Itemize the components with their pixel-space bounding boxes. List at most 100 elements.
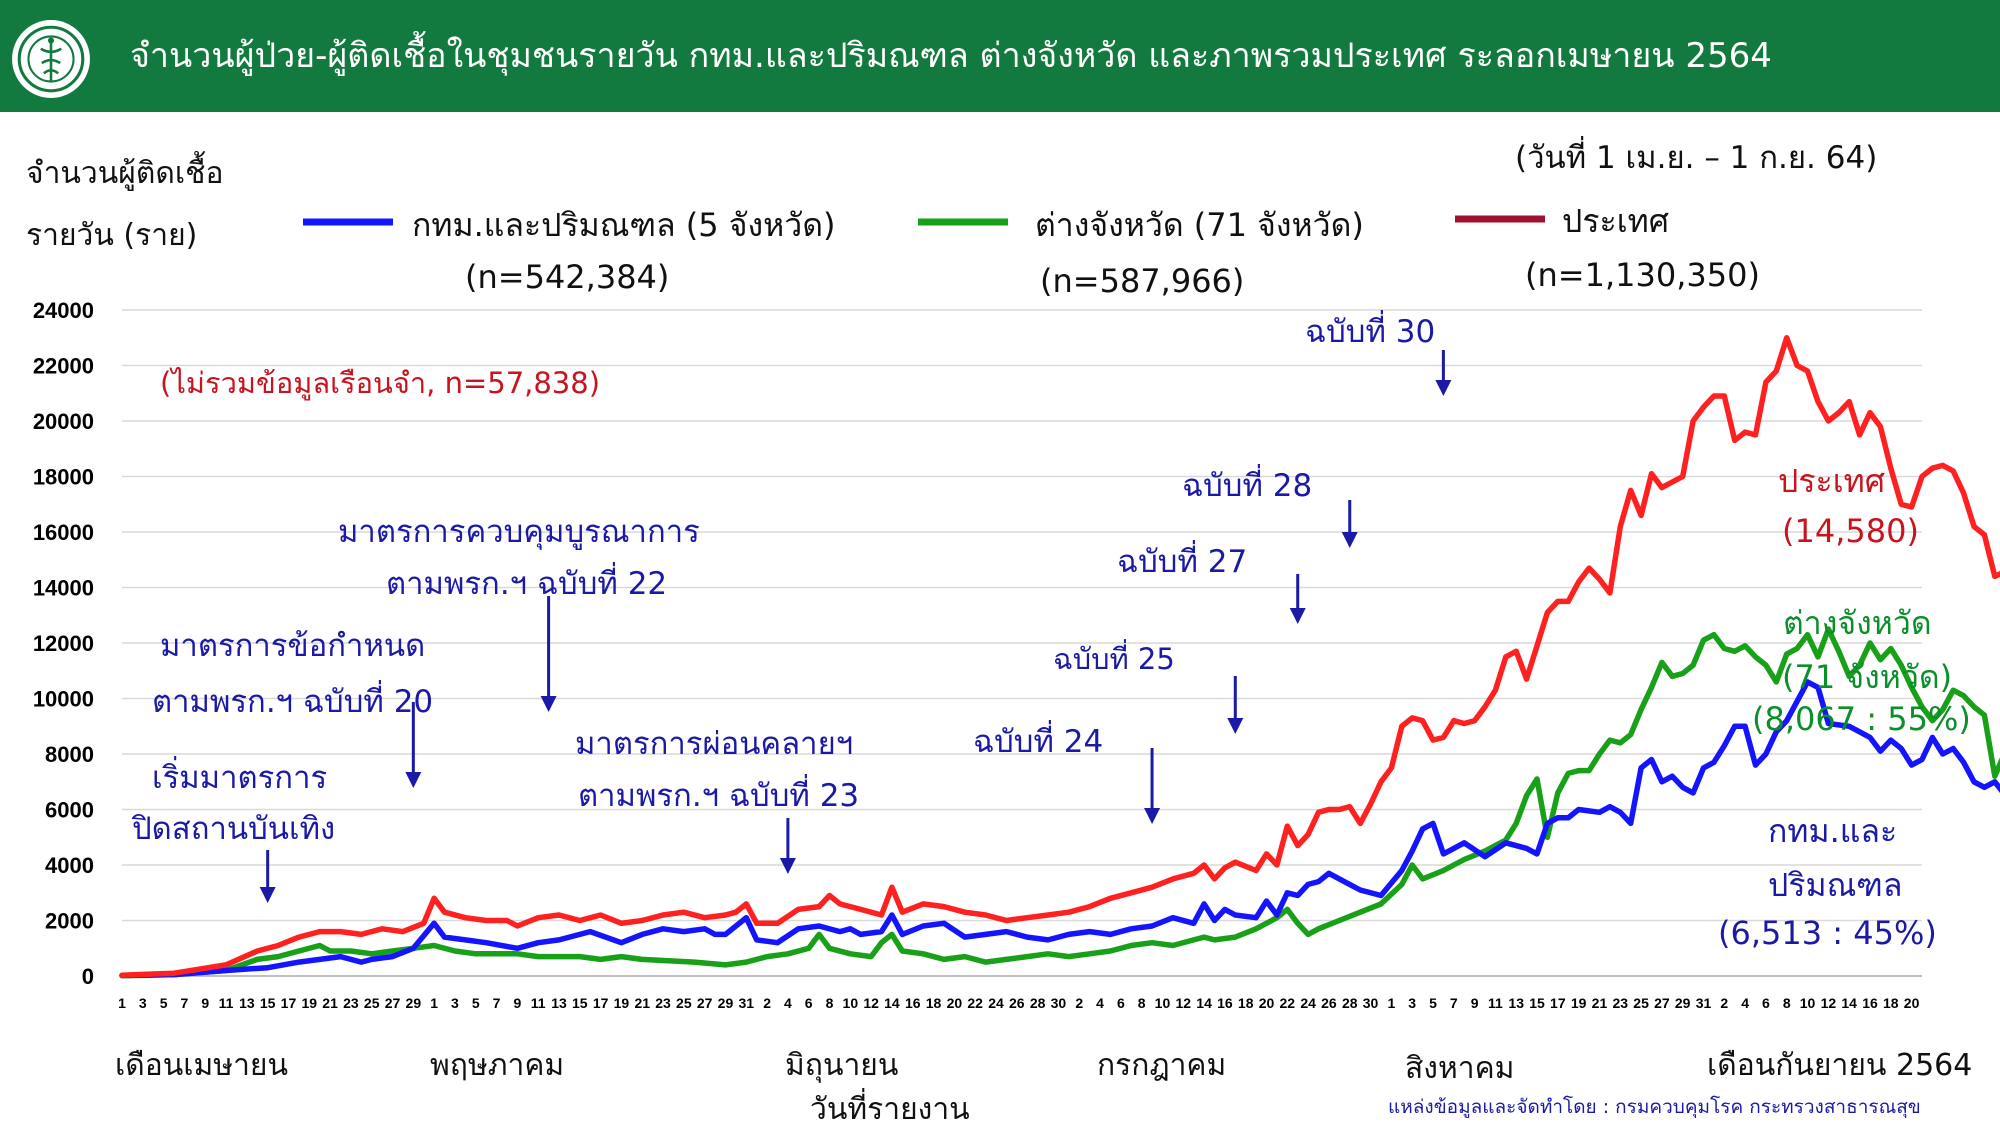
- annotation-arrow-head: [259, 887, 276, 903]
- x-tick-label: 17: [1550, 995, 1566, 1011]
- annotation-arrow-head: [1144, 808, 1161, 824]
- y-tick-label: 2000: [45, 909, 94, 934]
- x-tick-label: 8: [826, 995, 834, 1011]
- y-tick-label: 14000: [33, 576, 94, 601]
- y-tick-label: 18000: [33, 465, 94, 490]
- x-tick-label: 3: [1408, 995, 1416, 1011]
- x-tick-label: 25: [364, 995, 380, 1011]
- x-tick-label: 5: [472, 995, 480, 1011]
- x-tick-label: 16: [1862, 995, 1878, 1011]
- x-tick-label: 5: [160, 995, 168, 1011]
- x-tick-label: 2: [1075, 995, 1083, 1011]
- x-tick-label: 20: [1259, 995, 1275, 1011]
- y-tick-label: 10000: [33, 687, 94, 712]
- legend-swatches: [303, 215, 1545, 226]
- annotation-arrow-head: [1227, 718, 1244, 734]
- x-tick-label: 14: [1841, 995, 1857, 1011]
- x-tick-label: 10: [1800, 995, 1816, 1011]
- annotation-1-line2: ปิดสถานบันเทิง: [132, 811, 336, 847]
- x-tick-label: 31: [1696, 995, 1712, 1011]
- annotation-6: ฉบับที่ 25: [1053, 642, 1175, 676]
- x-tick-label: 18: [1238, 995, 1254, 1011]
- annotation-arrow-head: [1435, 380, 1452, 396]
- annotation-3-line1: มาตรการควบคุมบูรณาการ: [338, 514, 700, 550]
- y-tick-label: 22000: [33, 354, 94, 379]
- end-label-country: ประเทศ: [1778, 462, 1886, 500]
- x-tick-label: 13: [239, 995, 255, 1011]
- legend-n-bangkok: (n=542,384): [465, 258, 670, 296]
- x-tick-label: 26: [1009, 995, 1025, 1011]
- x-tick-label: 17: [593, 995, 609, 1011]
- x-tick-label: 19: [614, 995, 630, 1011]
- x-tick-label: 8: [1783, 995, 1791, 1011]
- x-tick-label: 3: [451, 995, 459, 1011]
- x-tick-label: 27: [697, 995, 713, 1011]
- x-tick-label: 29: [1675, 995, 1691, 1011]
- annotation-1-line1: เริ่มมาตรการ: [152, 760, 328, 796]
- x-tick-label: 28: [1030, 995, 1046, 1011]
- x-tick-label: 9: [513, 995, 521, 1011]
- x-tick-label: 18: [1883, 995, 1899, 1011]
- x-tick-label: 20: [947, 995, 963, 1011]
- series-line-bangkok: [119, 679, 2000, 979]
- month-label-june: มิถุนายน: [785, 1048, 899, 1083]
- annotation-2-line1: มาตรการข้อกำหนด: [160, 628, 426, 664]
- x-tick-label: 23: [343, 995, 359, 1011]
- y-axis-label-line2: รายวัน (ราย): [26, 218, 198, 253]
- end-label-provinces: ต่างจังหวัด: [1783, 604, 1932, 642]
- month-label-april: เดือนเมษายน: [115, 1048, 288, 1083]
- x-tick-label: 24: [1300, 995, 1316, 1011]
- ministry-seal-icon: [12, 20, 90, 98]
- x-axis-ticks: 1 3 5 7 9 11 13 15 17 19 21 23 25 27 29 1 3 5 7 9 11 13 15 17 19…: [118, 995, 1919, 1011]
- x-tick-label: 11: [219, 995, 234, 1011]
- month-label-august: สิงหาคม: [1405, 1051, 1515, 1086]
- x-axis-label: วันที่รายงาน: [810, 1092, 970, 1127]
- annotation-7: ฉบับที่ 27: [1117, 544, 1248, 580]
- x-tick-label: 10: [843, 995, 859, 1011]
- x-tick-label: 4: [1741, 995, 1749, 1011]
- annotation-arrow-head: [540, 696, 557, 712]
- y-tick-label: 6000: [45, 798, 94, 823]
- page-title: จำนวนผู้ป่วย-ผู้ติดเชื้อในชุมชนรายวัน กท…: [130, 36, 1772, 76]
- x-tick-label: 13: [551, 995, 567, 1011]
- x-tick-label: 12: [1175, 995, 1191, 1011]
- annotation-8: ฉบับที่ 28: [1182, 468, 1313, 504]
- x-tick-label: 22: [1280, 995, 1296, 1011]
- prison-note: (ไม่รวมข้อมูลเรือนจำ, n=57,838): [160, 366, 601, 400]
- x-tick-label: 6: [1117, 995, 1125, 1011]
- x-tick-label: 4: [784, 995, 792, 1011]
- x-tick-label: 1: [118, 995, 126, 1011]
- x-tick-label: 12: [863, 995, 879, 1011]
- x-tick-label: 25: [676, 995, 692, 1011]
- x-tick-label: 25: [1633, 995, 1649, 1011]
- legend-label-provinces: ต่างจังหวัด (71 จังหวัด): [1035, 206, 1364, 244]
- x-tick-label: 19: [301, 995, 317, 1011]
- legend-n-provinces: (n=587,966): [1040, 262, 1245, 300]
- x-tick-label: 23: [655, 995, 671, 1011]
- x-tick-label: 27: [385, 995, 401, 1011]
- x-tick-label: 6: [805, 995, 813, 1011]
- x-tick-label: 2: [1720, 995, 1728, 1011]
- x-tick-label: 1: [1387, 995, 1395, 1011]
- end-label-bangkok: กทม.และ: [1768, 812, 1898, 850]
- x-tick-label: 10: [1155, 995, 1171, 1011]
- annotation-9: ฉบับที่ 30: [1305, 314, 1436, 350]
- end-label-provinces-count: (71 จังหวัด): [1782, 658, 1953, 696]
- y-tick-label: 16000: [33, 520, 94, 545]
- annotation-4-line2: ตามพรก.ฯ ฉบับที่ 23: [578, 778, 860, 814]
- annotation-4-line1: มาตรการผ่อนคลายฯ: [575, 726, 854, 762]
- source-credit: แหล่งข้อมูลและจัดทำโดย : กรมควบคุมโรค กร…: [1388, 1096, 1921, 1118]
- period-label: (วันที่ 1 เม.ย. – 1 ก.ย. 64): [1515, 140, 1878, 176]
- x-tick-label: 29: [718, 995, 734, 1011]
- x-tick-label: 15: [1529, 995, 1545, 1011]
- x-tick-label: 16: [1217, 995, 1233, 1011]
- x-tick-label: 13: [1508, 995, 1524, 1011]
- month-label-may: พฤษภาคม: [430, 1048, 565, 1083]
- annotation-arrow-head: [405, 772, 422, 788]
- y-tick-label: 20000: [33, 409, 94, 434]
- annotation-2-line2: ตามพรก.ฯ ฉบับที่ 20: [152, 684, 434, 720]
- annotation-arrow-head: [1341, 532, 1358, 548]
- month-label-july: กรกฎาคม: [1097, 1048, 1227, 1083]
- x-tick-label: 15: [260, 995, 276, 1011]
- x-tick-label: 27: [1654, 995, 1670, 1011]
